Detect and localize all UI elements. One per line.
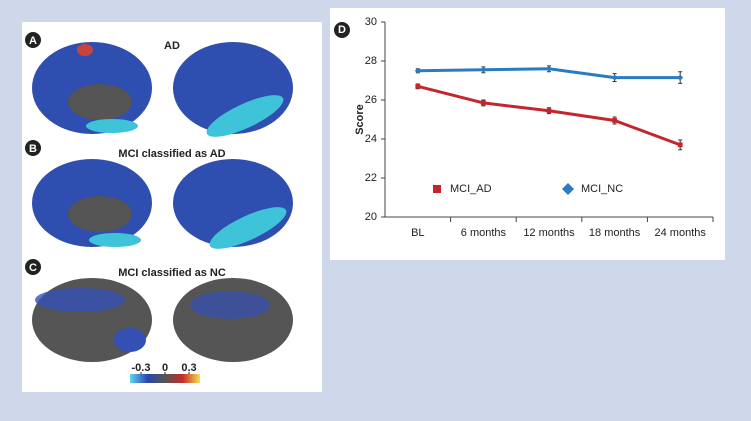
brain-cyan xyxy=(89,233,141,247)
marker xyxy=(546,108,552,114)
marker xyxy=(677,74,684,81)
brain-cyan xyxy=(206,95,284,137)
marker xyxy=(414,67,421,74)
brains xyxy=(32,42,293,362)
y-axis-label: Score xyxy=(354,104,366,135)
brain-cyan xyxy=(209,207,287,249)
x-tick-label: BL xyxy=(411,227,424,239)
marker xyxy=(415,83,421,89)
panel-label: D xyxy=(338,24,346,36)
marker xyxy=(546,65,552,72)
brain-blue xyxy=(190,291,270,319)
brain-medial xyxy=(68,84,132,120)
panel-label-badge xyxy=(334,22,350,38)
y-tick-label: 26 xyxy=(365,94,377,106)
y-tick-label: 30 xyxy=(365,16,377,28)
panel-label: B xyxy=(29,143,37,155)
panel-label: C xyxy=(29,262,37,274)
y-tick-label: 28 xyxy=(365,55,377,67)
legend-marker xyxy=(433,185,441,193)
panel-title: MCI classified as AD xyxy=(118,148,225,160)
y-tick-label: 20 xyxy=(365,211,377,223)
panel-label-badge xyxy=(25,32,41,48)
legend-label: MCI_NC xyxy=(581,183,623,195)
panel-label: A xyxy=(29,35,37,47)
right-panel xyxy=(330,8,725,260)
panel-title: AD xyxy=(164,40,180,52)
marker xyxy=(480,66,487,73)
panel-title: MCI classified as NC xyxy=(118,267,226,279)
x-tick-label: 18 months xyxy=(589,227,641,239)
brain-cyan xyxy=(86,119,138,133)
brain xyxy=(173,278,293,362)
marker xyxy=(481,100,486,106)
x-tick-label: 24 months xyxy=(655,227,707,239)
y-tick-label: 22 xyxy=(365,172,377,184)
y-tick-label: 24 xyxy=(365,133,377,145)
panel-label-badge xyxy=(25,140,41,156)
legend-label: MCI_AD xyxy=(450,183,492,195)
brain-blue xyxy=(35,288,125,312)
colorbar-tick-label: -0.3 xyxy=(132,362,151,374)
marker xyxy=(677,142,683,148)
colorbar-tick-label: 0.3 xyxy=(181,362,196,374)
x-tick-label: 6 months xyxy=(461,227,507,239)
colorbar-tick-label: 0 xyxy=(162,362,168,374)
colorbar xyxy=(130,374,200,383)
marker xyxy=(611,74,618,81)
legend-marker xyxy=(562,183,574,195)
brain-hotspot xyxy=(77,44,93,56)
marker xyxy=(612,118,617,123)
brain-blue xyxy=(114,328,146,352)
x-tick-label: 12 months xyxy=(523,227,575,239)
panel-label-badge xyxy=(25,259,41,275)
brain-medial xyxy=(68,196,132,232)
